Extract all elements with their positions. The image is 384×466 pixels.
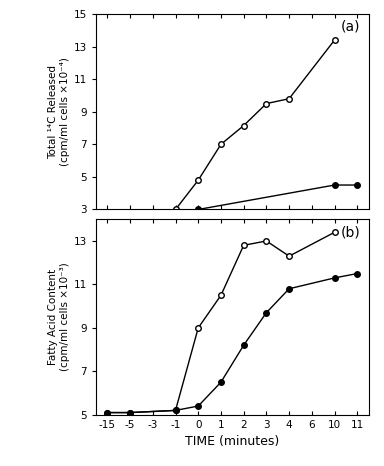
Y-axis label: Total ¹⁴C Released
(cpm/ml cells ×10⁻⁴): Total ¹⁴C Released (cpm/ml cells ×10⁻⁴) [48, 57, 70, 166]
Text: (a): (a) [341, 20, 361, 34]
Text: (b): (b) [341, 225, 361, 239]
Y-axis label: Fatty Acid Content
(cpm/ml cells ×10⁻³): Fatty Acid Content (cpm/ml cells ×10⁻³) [48, 263, 70, 371]
X-axis label: TIME (minutes): TIME (minutes) [185, 435, 280, 448]
